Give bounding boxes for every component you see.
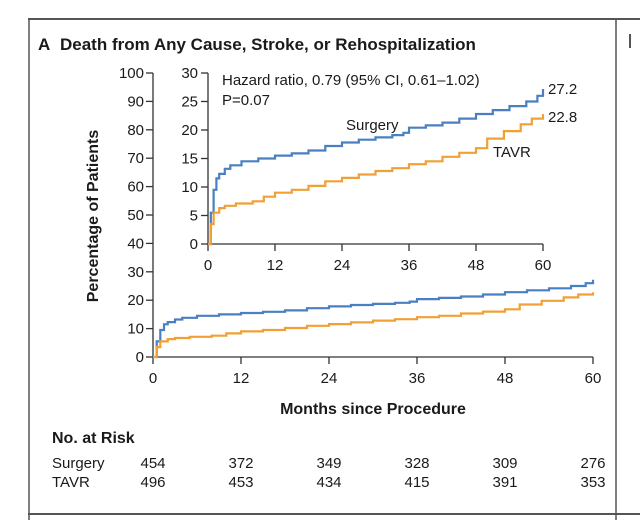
- main-x-tick-label: 60: [585, 370, 602, 387]
- x-axis-label: Months since Procedure: [280, 401, 466, 418]
- inset-surgery-label: Surgery: [346, 117, 399, 134]
- risk-cell: 372: [228, 455, 254, 472]
- inset-x-tick-label: 60: [535, 257, 552, 274]
- panel-letter: A: [38, 35, 50, 54]
- risk-cell: 349: [316, 455, 342, 472]
- risk-cell: 453: [228, 474, 254, 491]
- risk-cell: 496: [140, 474, 166, 491]
- main-y-tick-label: 0: [136, 349, 144, 366]
- hazard-ratio-text: Hazard ratio, 0.79 (95% CI, 0.61–1.02): [222, 72, 480, 89]
- risk-cell: 415: [404, 474, 430, 491]
- risk-cell: 434: [316, 474, 342, 491]
- main-y-tick-label: 40: [127, 235, 144, 252]
- inset-y-tick-label: 5: [190, 208, 198, 225]
- risk-table-title: No. at Risk: [52, 430, 135, 447]
- main-series-surgery-line: [153, 279, 595, 359]
- inset-x-tick-label: 12: [267, 257, 284, 274]
- main-y-tick-label: 50: [127, 207, 144, 224]
- main-y-tick-label: 30: [127, 264, 144, 281]
- y-axis-label: Percentage of Patients: [85, 130, 102, 303]
- inset-series-surgery-line: [208, 89, 545, 246]
- risk-cell: 454: [140, 455, 166, 472]
- risk-row-label-tavr: TAVR: [52, 474, 90, 491]
- inset-series-tavr-line: [208, 114, 545, 246]
- main-y-tick-label: 100: [119, 65, 144, 82]
- inset-x-tick-label: 48: [468, 257, 485, 274]
- p-value-text: P=0.07: [222, 92, 270, 109]
- risk-cell: 391: [492, 474, 518, 491]
- main-x-tick-label: 36: [409, 370, 426, 387]
- inset-y-tick-label: 10: [181, 179, 198, 196]
- risk-cell: 328: [404, 455, 430, 472]
- inset-y-tick-label: 15: [181, 151, 198, 168]
- main-x-tick-label: 24: [321, 370, 338, 387]
- main-series-tavr-line: [153, 292, 595, 359]
- inset-y-tick-label: 20: [181, 122, 198, 139]
- inset-y-tick-label: 30: [181, 65, 198, 82]
- inset-x-tick-label: 36: [401, 257, 418, 274]
- risk-cell: 353: [580, 474, 606, 491]
- inset-x-tick-label: 0: [204, 257, 212, 274]
- inset-x-tick-label: 24: [334, 257, 351, 274]
- inset-y-tick-label: 0: [190, 236, 198, 253]
- risk-cell: 276: [580, 455, 606, 472]
- risk-cell: 309: [492, 455, 518, 472]
- main-x-tick-label: 48: [497, 370, 514, 387]
- inset-y-tick-label: 25: [181, 94, 198, 111]
- inset-tavr-end-value: 22.8: [548, 109, 577, 126]
- inset-surgery-end-value: 27.2: [548, 81, 577, 98]
- risk-row-label-surgery: Surgery: [52, 455, 105, 472]
- inset-plot-area: [208, 89, 545, 246]
- main-x-tick-label: 0: [149, 370, 157, 387]
- main-plot-area: [153, 279, 595, 359]
- main-y-tick-label: 90: [127, 93, 144, 110]
- main-y-tick-label: 20: [127, 292, 144, 309]
- inset-tavr-label: TAVR: [493, 144, 531, 161]
- main-y-tick-label: 70: [127, 150, 144, 167]
- main-y-tick-label: 80: [127, 122, 144, 139]
- main-y-tick-label: 10: [127, 321, 144, 338]
- main-x-tick-label: 12: [233, 370, 250, 387]
- panel-title: Death from Any Cause, Stroke, or Rehospi…: [60, 35, 476, 54]
- inset-axes: 0 5 10 15 20 25 30 0 12 24 36 48 60: [181, 65, 551, 274]
- main-y-tick-label: 60: [127, 179, 144, 196]
